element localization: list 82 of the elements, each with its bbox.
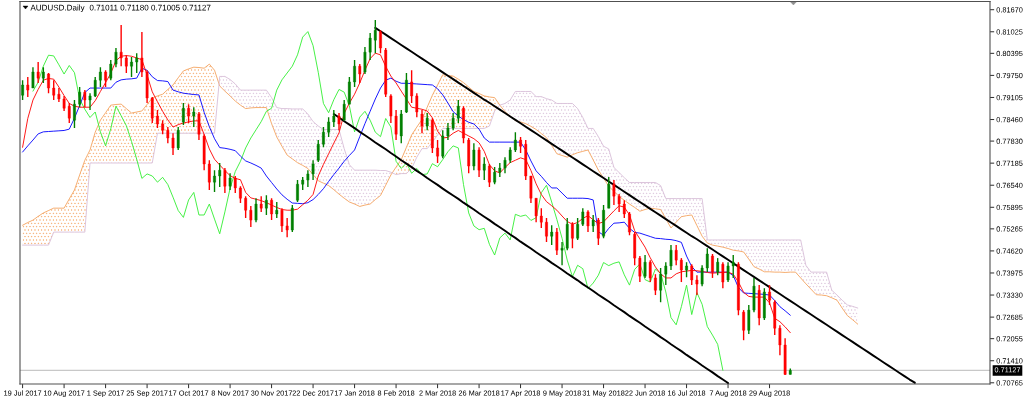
chart-title: AUDUSD.Daily: [30, 4, 85, 13]
candlestick: [342, 99, 346, 121]
candlestick: [576, 217, 579, 241]
candlestick: [762, 287, 766, 321]
candlestick: [244, 195, 248, 219]
candlestick: [550, 224, 554, 246]
candlestick: [78, 86, 82, 108]
candlestick: [472, 142, 476, 171]
candlestick: [207, 159, 211, 191]
candlestick: [130, 56, 133, 78]
candlestick: [322, 126, 325, 148]
candlestick: [514, 131, 517, 153]
candlestick: [270, 197, 273, 221]
candlestick: [265, 194, 268, 216]
candlestick: [192, 106, 196, 128]
candlestick: [674, 244, 678, 266]
candlestick: [638, 255, 642, 283]
candlestick: [477, 146, 481, 178]
candlestick: [721, 261, 725, 289]
candlestick: [223, 167, 227, 194]
candlestick: [488, 163, 491, 188]
candlestick: [643, 254, 647, 279]
candlestick: [31, 66, 35, 89]
candlestick: [73, 99, 76, 129]
candlestick: [21, 79, 24, 101]
candlestick: [176, 126, 180, 151]
candlestick: [742, 309, 745, 341]
candlestick: [628, 211, 631, 236]
candlestick: [633, 231, 637, 266]
candlestick: [711, 253, 714, 279]
candlestick: [659, 267, 662, 303]
candlestick: [405, 72, 408, 114]
candlestick: [26, 76, 30, 98]
candlestick: [197, 111, 201, 141]
candlestick: [358, 63, 362, 84]
candlestick: [373, 19, 377, 54]
candlestick: [353, 59, 356, 88]
candlestick: [462, 105, 465, 144]
candlestick: [482, 156, 486, 181]
candlestick: [399, 109, 403, 144]
candlestick: [602, 204, 605, 239]
candlestick: [316, 139, 320, 163]
candlestick: [519, 136, 522, 154]
candlestick: [135, 52, 139, 74]
candlestick: [571, 221, 574, 249]
candlestick: [545, 217, 548, 243]
candlestick: [586, 209, 590, 233]
candlestick: [290, 204, 294, 233]
candlestick: [187, 103, 190, 124]
candlestick: [679, 257, 683, 283]
line-series: [32, 31, 724, 371]
candlestick: [218, 162, 222, 188]
candlestick: [99, 66, 102, 88]
candlestick: [410, 69, 414, 104]
candlestick: [607, 176, 611, 209]
candlestick: [249, 205, 253, 228]
candlestick: [596, 217, 600, 246]
candlestick: [348, 76, 351, 105]
candlestick: [436, 139, 439, 164]
candlestick: [239, 185, 242, 204]
candlestick: [161, 119, 165, 135]
candlestick: [555, 227, 559, 256]
candlestick: [768, 284, 771, 306]
candlestick: [182, 102, 185, 126]
line-series: [374, 26, 916, 384]
candlestick: [47, 72, 50, 94]
candlestick: [415, 92, 419, 118]
candlestick: [648, 259, 652, 283]
candlestick: [420, 109, 424, 134]
candlestick: [254, 197, 258, 223]
candlestick: [327, 116, 331, 138]
candlestick: [654, 273, 657, 296]
candlestick: [493, 166, 496, 185]
candlestick: [685, 261, 688, 278]
candlestick: [104, 69, 107, 88]
candlestick: [737, 261, 740, 316]
candlestick: [36, 61, 40, 84]
chart-subtitle: 0.71011 0.71180 0.71005 0.71127: [89, 4, 211, 11]
candlestick: [296, 179, 299, 203]
candlestick: [431, 117, 434, 154]
candlestick: [156, 109, 159, 129]
candlestick: [213, 169, 216, 193]
